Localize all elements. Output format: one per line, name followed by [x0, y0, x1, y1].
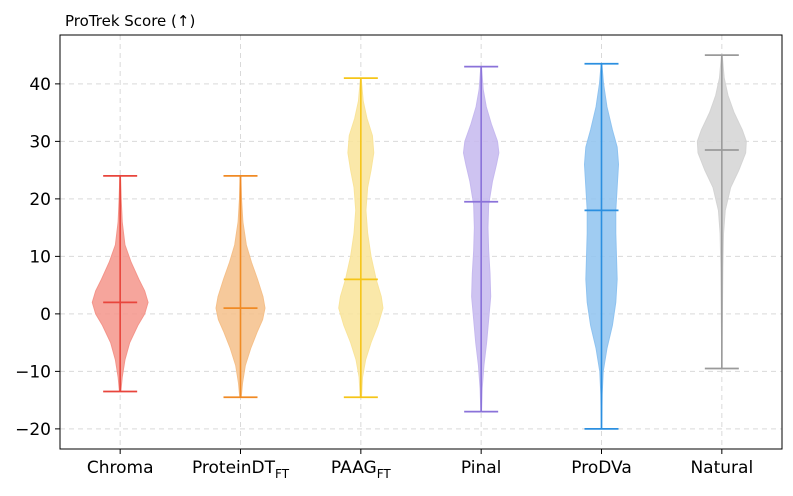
violin-paag-ft — [338, 77, 384, 399]
x-tick-label: Natural — [690, 458, 753, 478]
x-tick-label-subscript: FT — [275, 467, 290, 481]
y-tick-label: 0 — [40, 305, 51, 325]
x-tick-label: ProteinDTFT — [192, 458, 290, 481]
y-tick-label: 30 — [29, 132, 51, 152]
x-tick-label-main: Natural — [690, 458, 753, 478]
y-axis-title: ProTrek Score (↑) — [65, 12, 195, 30]
y-tick-label: −20 — [15, 420, 51, 440]
violin-chroma — [91, 174, 149, 393]
x-tick-label: ProDVa — [571, 458, 632, 478]
x-tick-label: Pinal — [461, 458, 502, 478]
x-tick-label: PAAGFT — [331, 458, 391, 481]
y-tick-label: 40 — [29, 75, 51, 95]
violin-prodva — [583, 62, 620, 430]
x-tick-label-subscript: FT — [377, 467, 392, 481]
y-tick-label: −10 — [15, 362, 51, 382]
y-tick-label: 10 — [29, 247, 51, 267]
violins — [91, 54, 747, 430]
x-tick-label-main: ProteinDT — [192, 458, 276, 478]
x-tick-label-main: Pinal — [461, 458, 502, 478]
violin-pinal — [462, 65, 500, 413]
x-tick-label: Chroma — [87, 458, 154, 478]
violin-proteindt-ft — [215, 174, 266, 399]
x-tick-label-main: Chroma — [87, 458, 154, 478]
x-tick-label-main: PAAG — [331, 458, 377, 478]
grid — [60, 35, 782, 449]
violin-natural — [696, 54, 747, 370]
y-tick-label: 20 — [29, 190, 51, 210]
x-tick-label-main: ProDVa — [571, 458, 632, 478]
plot-frame — [59, 34, 783, 450]
